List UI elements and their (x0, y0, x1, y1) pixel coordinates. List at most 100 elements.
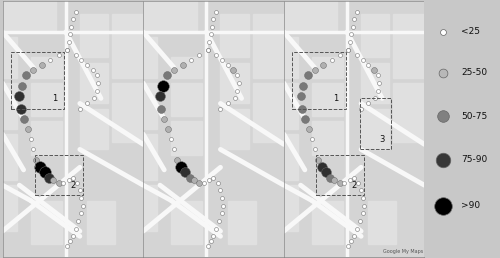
Point (55, 181, 63, 185)
Point (78, 196, 86, 200)
Polygon shape (284, 1, 337, 32)
Point (30, 68, 38, 72)
Point (94, 81, 102, 85)
Point (234, 89, 241, 93)
Point (340, 181, 348, 185)
Point (310, 147, 318, 151)
Polygon shape (220, 14, 248, 58)
Point (344, 48, 352, 52)
Point (16, 94, 24, 98)
Point (336, 53, 344, 57)
Point (64, 40, 72, 44)
Point (346, 40, 354, 44)
Point (438, 114, 446, 118)
Point (346, 178, 354, 182)
Point (358, 211, 366, 215)
Bar (35, 155, 82, 195)
Point (438, 71, 446, 75)
Point (353, 10, 361, 14)
Point (438, 204, 446, 208)
Point (344, 244, 352, 248)
Point (92, 89, 100, 93)
Point (204, 48, 212, 52)
Title: MORNING: MORNING (48, 0, 98, 1)
Text: 75-90: 75-90 (461, 155, 487, 164)
Point (347, 239, 355, 244)
Text: >90: >90 (461, 201, 480, 210)
Point (170, 68, 178, 72)
Polygon shape (112, 14, 143, 78)
Polygon shape (361, 14, 389, 58)
Point (308, 137, 316, 141)
Point (90, 96, 98, 100)
Point (350, 175, 358, 180)
Polygon shape (30, 58, 62, 78)
Text: <25: <25 (461, 27, 480, 36)
Point (40, 170, 48, 174)
Point (370, 68, 378, 72)
Polygon shape (394, 14, 424, 78)
Point (36, 165, 44, 170)
Bar (292, 52, 346, 109)
Point (348, 25, 356, 29)
Point (49, 178, 57, 182)
Point (69, 17, 77, 21)
Point (326, 175, 334, 180)
Point (216, 188, 224, 192)
Polygon shape (143, 37, 157, 78)
Point (364, 63, 372, 67)
Text: 3: 3 (380, 135, 385, 144)
Point (305, 127, 313, 131)
Point (235, 81, 243, 85)
Polygon shape (80, 63, 108, 103)
Point (74, 219, 82, 223)
Point (364, 101, 372, 106)
Point (224, 101, 232, 106)
Polygon shape (284, 83, 298, 129)
Point (234, 73, 241, 77)
Polygon shape (253, 14, 284, 78)
Point (218, 58, 226, 62)
Point (17, 107, 25, 111)
Point (187, 58, 195, 62)
Point (298, 107, 306, 111)
Point (76, 188, 84, 192)
Point (358, 58, 366, 62)
Point (224, 63, 232, 67)
Polygon shape (143, 185, 157, 231)
Polygon shape (30, 200, 62, 244)
Point (72, 53, 80, 57)
Point (212, 10, 220, 14)
Point (300, 84, 308, 88)
Point (83, 63, 91, 67)
Text: Google My Maps: Google My Maps (382, 249, 423, 254)
Point (210, 175, 218, 180)
Point (45, 175, 53, 180)
Point (200, 181, 207, 185)
Point (218, 196, 226, 200)
Point (69, 175, 77, 180)
Point (205, 178, 213, 182)
Polygon shape (2, 185, 16, 231)
Point (350, 17, 358, 21)
Point (310, 68, 318, 72)
Text: 1: 1 (333, 94, 338, 103)
Point (83, 101, 91, 106)
Point (212, 227, 220, 231)
Text: 2: 2 (70, 181, 75, 190)
Point (30, 147, 38, 151)
Point (196, 181, 203, 185)
Point (78, 211, 86, 215)
Point (204, 244, 212, 248)
Point (24, 127, 32, 131)
Text: 50-75: 50-75 (461, 112, 487, 121)
Point (177, 165, 185, 170)
Text: 1: 1 (52, 94, 57, 103)
Point (186, 175, 194, 180)
Title: AFTERNOON: AFTERNOON (182, 0, 245, 1)
Point (322, 170, 330, 174)
Point (173, 158, 181, 162)
Point (438, 30, 446, 34)
Point (210, 17, 218, 21)
Point (230, 96, 238, 100)
